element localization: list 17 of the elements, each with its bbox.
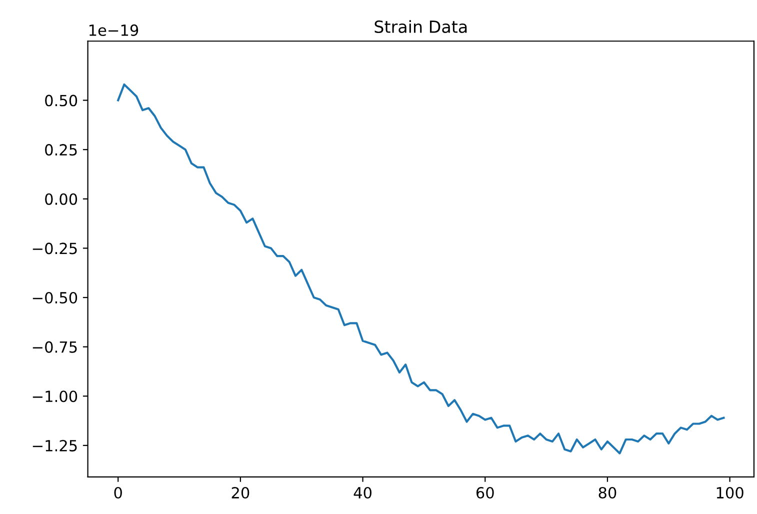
y-tick-label: −0.75 [32,341,77,353]
y-tick-label: −0.25 [32,242,77,254]
x-tick-label: 100 [716,486,744,499]
y-tick-label: −1.25 [32,440,77,452]
y-tick-label: −0.50 [32,292,78,304]
y-tick-label: 0.25 [45,144,77,156]
line-series [117,83,725,454]
text: 1e−19 [89,24,138,36]
chart-title: Strain Data [374,20,467,34]
y-tick-label: 0.50 [45,94,78,106]
x-tick-label: 20 [232,486,250,499]
y-tick-label: 0.00 [45,193,78,205]
x-tick-label: 40 [354,486,372,499]
x-tick-label: 80 [598,486,616,499]
y-tick-label: −1.00 [32,390,78,402]
x-tick-label: 0 [114,486,122,499]
x-tick-label: 60 [476,486,494,499]
